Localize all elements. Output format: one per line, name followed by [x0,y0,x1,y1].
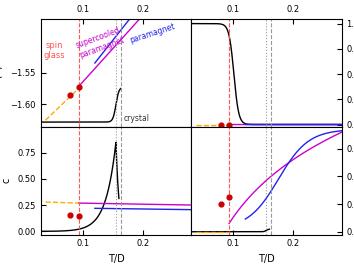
Point [218,202,223,206]
Y-axis label: c: c [2,178,12,183]
Text: spin
glass: spin glass [43,41,65,60]
Point [67,213,73,217]
Point [76,84,81,89]
Point [226,122,232,127]
Point [76,214,81,218]
Y-axis label: $\langle \varepsilon \rangle$: $\langle \varepsilon \rangle$ [0,65,5,80]
Point [226,195,232,199]
Text: paramagnet: paramagnet [128,21,176,45]
X-axis label: T/D: T/D [108,0,124,1]
Point [67,93,73,97]
X-axis label: T/D: T/D [108,254,124,264]
X-axis label: T/D: T/D [258,254,275,264]
Text: supercooled
paramagnet: supercooled paramagnet [74,25,125,60]
Point [218,122,223,127]
X-axis label: T/D: T/D [258,0,275,1]
Text: crystal: crystal [124,114,150,123]
